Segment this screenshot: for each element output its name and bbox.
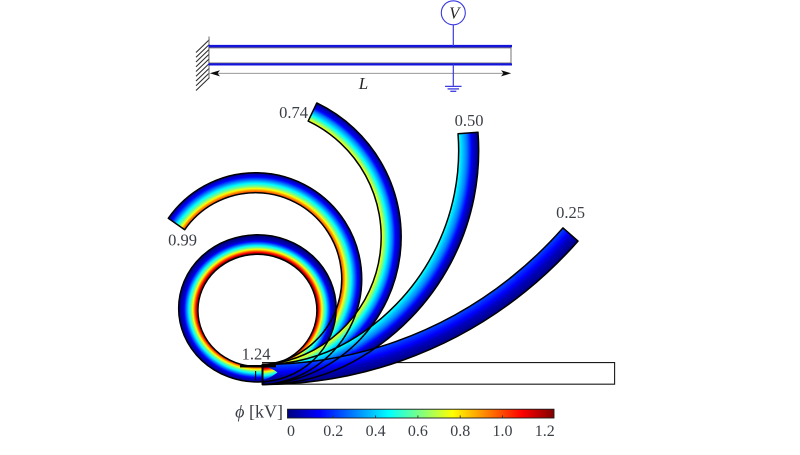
svg-text:0.74: 0.74 [279, 103, 308, 122]
svg-text:0.99: 0.99 [168, 231, 197, 250]
svg-text:0.2: 0.2 [323, 423, 343, 440]
svg-text:ϕ [kV]: ϕ [kV] [235, 402, 283, 422]
svg-text:1.2: 1.2 [535, 423, 555, 440]
svg-text:1.24: 1.24 [242, 345, 271, 364]
svg-text:0.6: 0.6 [408, 423, 428, 440]
svg-text:1.0: 1.0 [493, 423, 513, 440]
svg-text:0.4: 0.4 [366, 423, 386, 440]
svg-text:V: V [449, 4, 461, 23]
svg-text:L: L [358, 74, 368, 93]
svg-text:0.25: 0.25 [556, 203, 585, 222]
svg-text:0: 0 [287, 423, 295, 440]
svg-text:0.8: 0.8 [450, 423, 470, 440]
svg-text:0.50: 0.50 [455, 111, 484, 130]
